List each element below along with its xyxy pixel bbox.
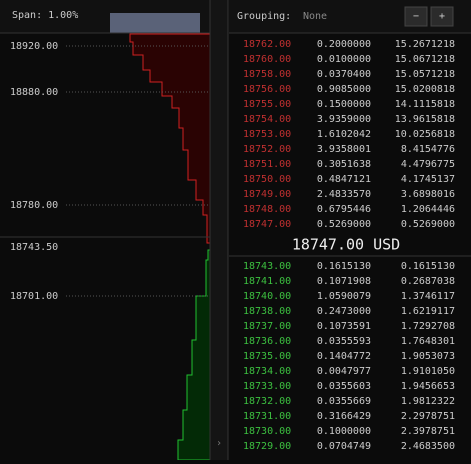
price: 18760.00 — [243, 54, 291, 65]
price: 18729.00 — [243, 441, 291, 452]
size: 0.2473000 — [317, 306, 371, 317]
size: 0.0047977 — [317, 366, 371, 377]
total: 1.9053073 — [401, 351, 455, 362]
size: 0.1073591 — [317, 321, 371, 332]
minus-button[interactable] — [404, 6, 428, 27]
separator — [210, 0, 228, 460]
price: 18731.00 — [243, 411, 291, 422]
price: 18754.00 — [243, 114, 291, 125]
size: 1.6102042 — [317, 129, 371, 140]
price: 18740.00 — [243, 291, 291, 302]
price: 18749.00 — [243, 189, 291, 200]
total: 1.7648301 — [401, 336, 455, 347]
price: 18762.00 — [243, 39, 291, 50]
price-label: 18701.00 — [10, 291, 58, 302]
total: 2.4683500 — [401, 441, 455, 452]
price: 18753.00 — [243, 129, 291, 140]
size: 0.2000000 — [317, 39, 371, 50]
size: 0.5269000 — [317, 219, 371, 230]
price: 18747.00 — [243, 219, 291, 230]
span-slider[interactable] — [110, 13, 200, 33]
total: 8.4154776 — [401, 144, 455, 155]
price: 18735.00 — [243, 351, 291, 362]
size: 0.9085000 — [317, 84, 371, 95]
size: 0.1404772 — [317, 351, 371, 362]
size: 0.1615130 — [317, 261, 371, 272]
price: 18741.00 — [243, 276, 291, 287]
price: 18752.00 — [243, 144, 291, 155]
price: 18743.00 — [243, 261, 291, 272]
price: 18751.00 — [243, 159, 291, 170]
span-label: Span: 1.00% — [12, 10, 78, 21]
price: 18734.00 — [243, 366, 291, 377]
price: 18755.00 — [243, 99, 291, 110]
price: 18738.00 — [243, 306, 291, 317]
size: 2.4833570 — [317, 189, 371, 200]
plus-button[interactable] — [430, 6, 454, 27]
total: 4.4796775 — [401, 159, 455, 170]
size: 0.0704749 — [317, 441, 371, 452]
size: 0.0355603 — [317, 381, 371, 392]
price: 18756.00 — [243, 84, 291, 95]
size: 0.3166429 — [317, 411, 371, 422]
total: 4.1745137 — [401, 174, 455, 185]
total: 13.9615818 — [395, 114, 455, 125]
total: 15.0200818 — [395, 84, 455, 95]
price: 18748.00 — [243, 204, 291, 215]
total: 0.5269000 — [401, 219, 455, 230]
grouping-label: Grouping: — [237, 11, 291, 22]
total: 1.2064446 — [401, 204, 455, 215]
price: 18730.00 — [243, 426, 291, 437]
total: 2.3978751 — [401, 426, 455, 437]
total: 1.7292708 — [401, 321, 455, 332]
ask-depth — [129, 33, 211, 244]
price: 18736.00 — [243, 336, 291, 347]
size: 0.4847121 — [317, 174, 371, 185]
size: 3.9358001 — [317, 144, 371, 155]
price-label: 18780.00 — [10, 200, 58, 211]
total: 0.1615130 — [401, 261, 455, 272]
size: 0.0100000 — [317, 54, 371, 65]
size: 0.1500000 — [317, 99, 371, 110]
total: 3.6898016 — [401, 189, 455, 200]
price-label: 18880.00 — [10, 87, 58, 98]
total: 1.3746117 — [401, 291, 455, 302]
total: 14.1115818 — [395, 99, 455, 110]
total: 15.0571218 — [395, 69, 455, 80]
total: 1.9101050 — [401, 366, 455, 377]
size: 0.1000000 — [317, 426, 371, 437]
price: 18732.00 — [243, 396, 291, 407]
mid-price: 18747.00 USD — [292, 236, 400, 254]
size: 1.0590079 — [317, 291, 371, 302]
price: 18750.00 — [243, 174, 291, 185]
total: 0.2687038 — [401, 276, 455, 287]
expand-arrow[interactable]: › — [216, 438, 222, 449]
total: 15.2671218 — [395, 39, 455, 50]
price: 18733.00 — [243, 381, 291, 392]
total: 1.9456653 — [401, 381, 455, 392]
total: 1.9812322 — [401, 396, 455, 407]
price: 18737.00 — [243, 321, 291, 332]
total: 10.0256818 — [395, 129, 455, 140]
size: 0.0355669 — [317, 396, 371, 407]
size: 3.9359000 — [317, 114, 371, 125]
plus-label[interactable]: + — [439, 11, 445, 22]
size: 0.1071908 — [317, 276, 371, 287]
price-label: 18920.00 — [10, 41, 58, 52]
minus-label[interactable]: − — [413, 11, 419, 22]
size: 0.3051638 — [317, 159, 371, 170]
total: 2.2978751 — [401, 411, 455, 422]
price-label: 18743.50 — [10, 242, 58, 253]
total: 15.0671218 — [395, 54, 455, 65]
size: 0.6795446 — [317, 204, 371, 215]
size: 0.0370400 — [317, 69, 371, 80]
size: 0.0355593 — [317, 336, 371, 347]
total: 1.6219117 — [401, 306, 455, 317]
price: 18758.00 — [243, 69, 291, 80]
grouping-value: None — [303, 11, 327, 22]
